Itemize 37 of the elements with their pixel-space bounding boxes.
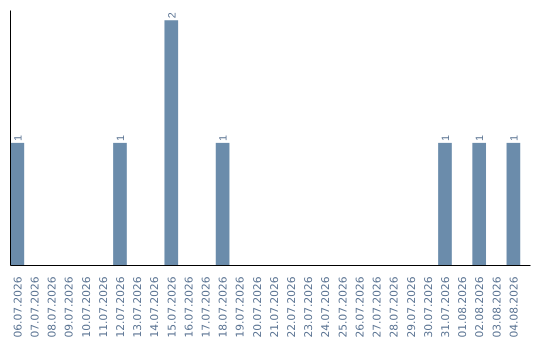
x-tick-label: 24.07.2026 (319, 276, 332, 338)
x-tick-label: 07.07.2026 (28, 276, 42, 338)
x-tick-label: 11.07.2026 (96, 276, 110, 338)
x-tick-label: 10.07.2026 (80, 276, 93, 338)
x-tick-label: 19.07.2026 (234, 276, 247, 338)
x-tick-label: 02.08.2026 (473, 276, 486, 338)
x-tick-label: 21.07.2026 (268, 276, 281, 338)
x-tick-label: 23.07.2026 (302, 276, 316, 338)
x-tick-label: 08.07.2026 (46, 276, 59, 338)
x-tick-label: 22.07.2026 (285, 276, 298, 338)
data-label: 1 (218, 134, 230, 141)
data-label: 1 (474, 134, 486, 141)
data-label: 2 (166, 12, 178, 18)
x-tick-label: 06.07.2026 (11, 276, 24, 338)
x-tick-label: 12.07.2026 (114, 276, 127, 338)
data-label: 1 (440, 134, 452, 141)
x-tick-label: 20.07.2026 (250, 276, 264, 338)
x-tick-label: 16.07.2026 (182, 276, 196, 338)
x-tick-label: 28.07.2026 (388, 276, 401, 338)
x-tick-label: 25.07.2026 (336, 276, 350, 338)
x-tick-label: 27.07.2026 (370, 276, 384, 338)
x-tick-label: 04.08.2026 (507, 276, 520, 338)
x-tick-label: 03.08.2026 (490, 276, 504, 338)
x-tick-label: 31.07.2026 (438, 276, 452, 338)
x-tick-label: 30.07.2026 (422, 276, 435, 338)
x-tick-label: 13.07.2026 (131, 276, 144, 338)
x-tick-label: 15.07.2026 (165, 276, 178, 338)
data-label: 1 (114, 134, 127, 141)
x-tick-label: 29.07.2026 (404, 276, 418, 338)
x-tick-label: 26.07.2026 (353, 276, 366, 338)
data-label: 1 (508, 134, 520, 141)
x-tick-label: 17.07.2026 (200, 276, 212, 338)
data-label: 1 (12, 134, 24, 141)
x-tick-label: 18.07.2026 (216, 276, 230, 338)
x-tick-label: 09.07.2026 (62, 276, 76, 338)
x-tick-label: 14.07.2026 (148, 276, 162, 338)
x-tick-label: 01.08.2026 (456, 276, 470, 338)
